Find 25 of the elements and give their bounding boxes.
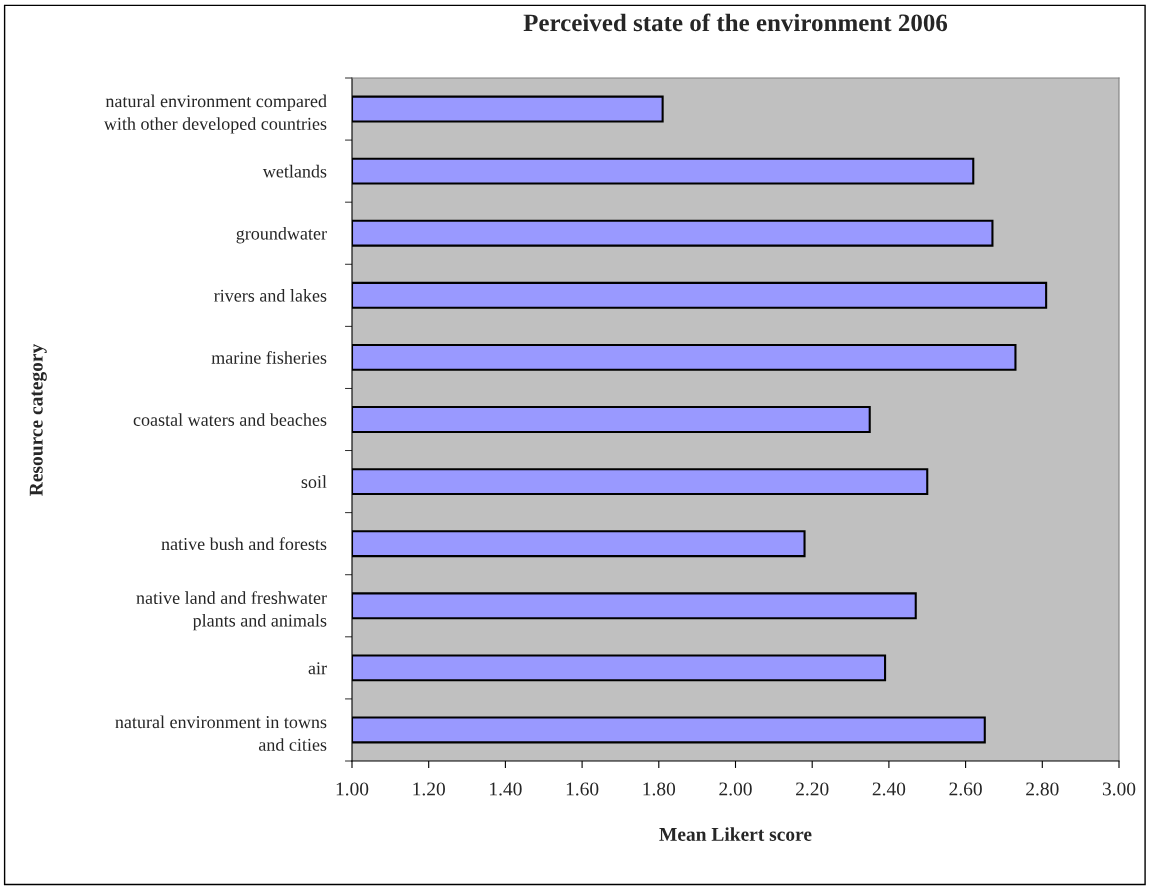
y-tick-label: wetlands	[262, 164, 327, 178]
x-tick-label: 2.80	[1026, 782, 1059, 796]
y-axis-title: Resource category	[29, 343, 47, 496]
x-tick-label: 1.80	[643, 782, 676, 796]
y-tick-label: native bush and forests	[161, 537, 327, 551]
y-tick-label: marine fisheries	[211, 350, 327, 364]
chart-title: Perceived state of the environment 2006	[523, 13, 948, 32]
y-tick-label: rivers and lakes	[214, 289, 327, 302]
x-tick-label: 1.40	[490, 782, 522, 796]
x-tick-label: 2.20	[796, 782, 829, 796]
x-tick-label: 2.00	[719, 782, 752, 796]
x-tick-label: 1.60	[566, 782, 599, 796]
y-tick-label: groundwater	[236, 226, 327, 244]
x-tick-label: 3.00	[1102, 782, 1136, 796]
y-tick-label: native land and freshwater plants and animals	[136, 591, 327, 631]
y-tick-label: soil	[301, 475, 327, 489]
y-tick-label: natural environment in towns and cities	[115, 715, 327, 751]
x-tick-label: 1.20	[413, 782, 445, 796]
x-axis-title: Mean Likert score	[659, 827, 812, 841]
x-tick-label: 2.60	[949, 782, 982, 796]
y-tick-label: air	[308, 662, 327, 675]
x-tick-label: 2.40	[872, 782, 906, 796]
y-tick-label: natural environment compared with other developed countries	[103, 94, 327, 134]
y-tick-label: coastal waters and beaches	[133, 413, 327, 426]
x-tick-label: 1.00	[336, 782, 369, 796]
